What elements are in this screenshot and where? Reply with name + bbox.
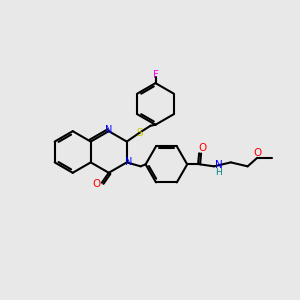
Text: O: O xyxy=(198,142,206,152)
Text: H: H xyxy=(215,168,222,177)
Text: O: O xyxy=(93,179,101,189)
Text: N: N xyxy=(125,158,132,167)
Text: S: S xyxy=(136,128,143,138)
Text: O: O xyxy=(254,148,262,158)
Text: N: N xyxy=(105,125,112,135)
Text: N: N xyxy=(215,160,223,170)
Text: F: F xyxy=(153,70,158,80)
